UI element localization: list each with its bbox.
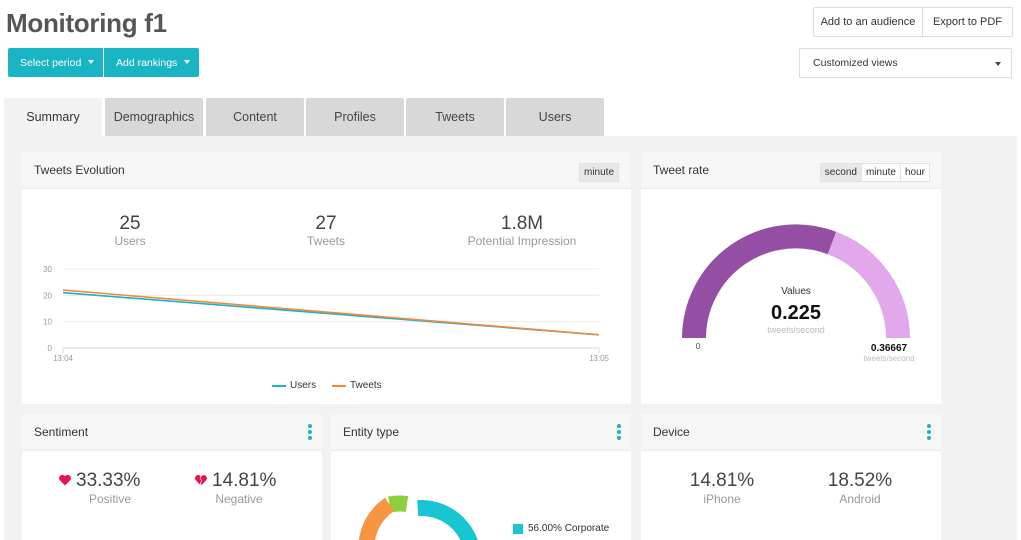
heart-icon	[59, 474, 71, 486]
summary-panel: Tweets Evolution minute 25 Users 27 Twee…	[4, 136, 1017, 540]
legend-corporate-swatch	[513, 524, 523, 534]
gauge-title: Values	[781, 286, 811, 297]
caret-down-icon	[184, 60, 190, 64]
tab-demographics[interactable]: Demographics	[105, 98, 203, 136]
card-menu-icon[interactable]	[308, 424, 312, 442]
caret-down-icon	[995, 62, 1001, 66]
negative-value: 14.81%	[212, 470, 277, 491]
caret-down-icon	[88, 60, 94, 64]
gauge-max-unit: tweets/second	[863, 354, 914, 363]
legend-tweets-label: Tweets	[350, 380, 382, 391]
select-period-label: Select period	[20, 56, 82, 69]
granularity-hour[interactable]: hour	[899, 163, 930, 182]
card-title: Tweet rate	[653, 163, 710, 177]
entity-type-card: Entity type 56.00% Corporate	[331, 414, 631, 540]
legend-users-label: Users	[290, 380, 317, 391]
legend-users-swatch	[272, 384, 286, 387]
gauge-min-label: 0	[696, 342, 701, 351]
tab-users[interactable]: Users	[506, 98, 604, 136]
y-tick-label: 10	[43, 318, 52, 327]
card-header: Tweet rate second minute hour	[641, 152, 941, 189]
x-tick-label: 13:05	[589, 354, 610, 363]
android-value: 18.52%	[827, 470, 893, 491]
x-tick-label: 13:04	[53, 354, 74, 363]
customized-views-select[interactable]: Customized views	[799, 48, 1012, 78]
tweet-rate-gauge: Values 0.225 tweets/second 0 0.36667 twe…	[682, 224, 915, 363]
tweets-count: 27	[315, 213, 337, 234]
legend-users[interactable]: Users	[272, 380, 316, 391]
tab-summary[interactable]: Summary	[4, 98, 102, 136]
positive-label: Positive	[88, 492, 132, 506]
page-title: Monitoring f1	[6, 8, 167, 38]
card-title: Device	[653, 425, 690, 439]
y-tick-label: 30	[43, 265, 52, 274]
card-menu-icon[interactable]	[927, 424, 931, 442]
series-line-tweets	[62, 289, 600, 336]
sentiment-card: Sentiment 33.33% Positive 14.81% Negativ…	[22, 414, 322, 540]
tab-profiles[interactable]: Profiles	[306, 98, 404, 136]
select-period-button[interactable]: Select period	[8, 48, 103, 77]
legend-tweets[interactable]: Tweets	[332, 380, 382, 391]
entity-type-donut	[358, 495, 478, 540]
y-tick-label: 20	[43, 291, 52, 300]
card-header: Entity type	[331, 414, 631, 451]
card-menu-icon[interactable]	[617, 424, 621, 442]
add-rankings-button[interactable]: Add rankings	[104, 48, 199, 77]
impressions-count: 1.8M	[500, 213, 544, 234]
tweet-rate-card: Tweet rate second minute hour Values 0.2…	[641, 152, 941, 404]
customized-views-value: Customized views	[813, 57, 898, 69]
legend-tweets-swatch	[332, 384, 346, 387]
users-label: Users	[114, 234, 146, 248]
donut-green-slice	[388, 495, 409, 513]
granularity-minute[interactable]: minute	[578, 163, 619, 182]
users-count: 25	[119, 213, 141, 234]
impressions-label: Potential Impression	[467, 234, 577, 248]
y-tick-label: 0	[48, 344, 53, 353]
granularity-toggle: second minute hour	[819, 163, 930, 182]
device-card: Device 14.81% iPhone 18.52% Android	[641, 414, 941, 540]
gauge-unit: tweets/second	[767, 325, 825, 335]
tweets-evolution-chart: 0 10 20 30 13:04 13:05	[43, 265, 610, 363]
card-title: Tweets Evolution	[34, 163, 125, 177]
android-label: Android	[839, 492, 881, 506]
gauge-value-arc	[682, 224, 837, 339]
card-title: Sentiment	[34, 425, 89, 439]
positive-value: 33.33%	[76, 470, 141, 491]
tab-tweets[interactable]: Tweets	[406, 98, 504, 136]
add-rankings-label: Add rankings	[116, 56, 178, 69]
gauge-value: 0.225	[771, 302, 821, 324]
tweets-evolution-card: Tweets Evolution minute 25 Users 27 Twee…	[22, 152, 631, 404]
add-to-audience-button[interactable]: Add to an audience	[813, 7, 923, 37]
negative-label: Negative	[215, 492, 263, 506]
legend-corporate-label: 56.00% Corporate	[528, 523, 610, 534]
donut-corporate-slice	[417, 500, 478, 540]
iphone-label: iPhone	[703, 492, 741, 506]
card-header: Sentiment	[22, 414, 322, 451]
export-pdf-button[interactable]: Export to PDF	[923, 7, 1013, 37]
tab-content[interactable]: Content	[206, 98, 304, 136]
card-header: Device	[641, 414, 941, 451]
gauge-max-value: 0.36667	[871, 343, 908, 354]
card-header: Tweets Evolution minute	[22, 152, 631, 189]
gauge-remaining-arc	[827, 231, 910, 339]
card-title: Entity type	[343, 425, 400, 439]
broken-heart-icon	[195, 475, 207, 486]
iphone-value: 14.81%	[689, 470, 755, 491]
granularity-toggle: minute	[578, 163, 619, 182]
donut-orange-slice	[358, 497, 395, 540]
tweets-label: Tweets	[306, 234, 345, 248]
series-line-users	[62, 291, 600, 336]
